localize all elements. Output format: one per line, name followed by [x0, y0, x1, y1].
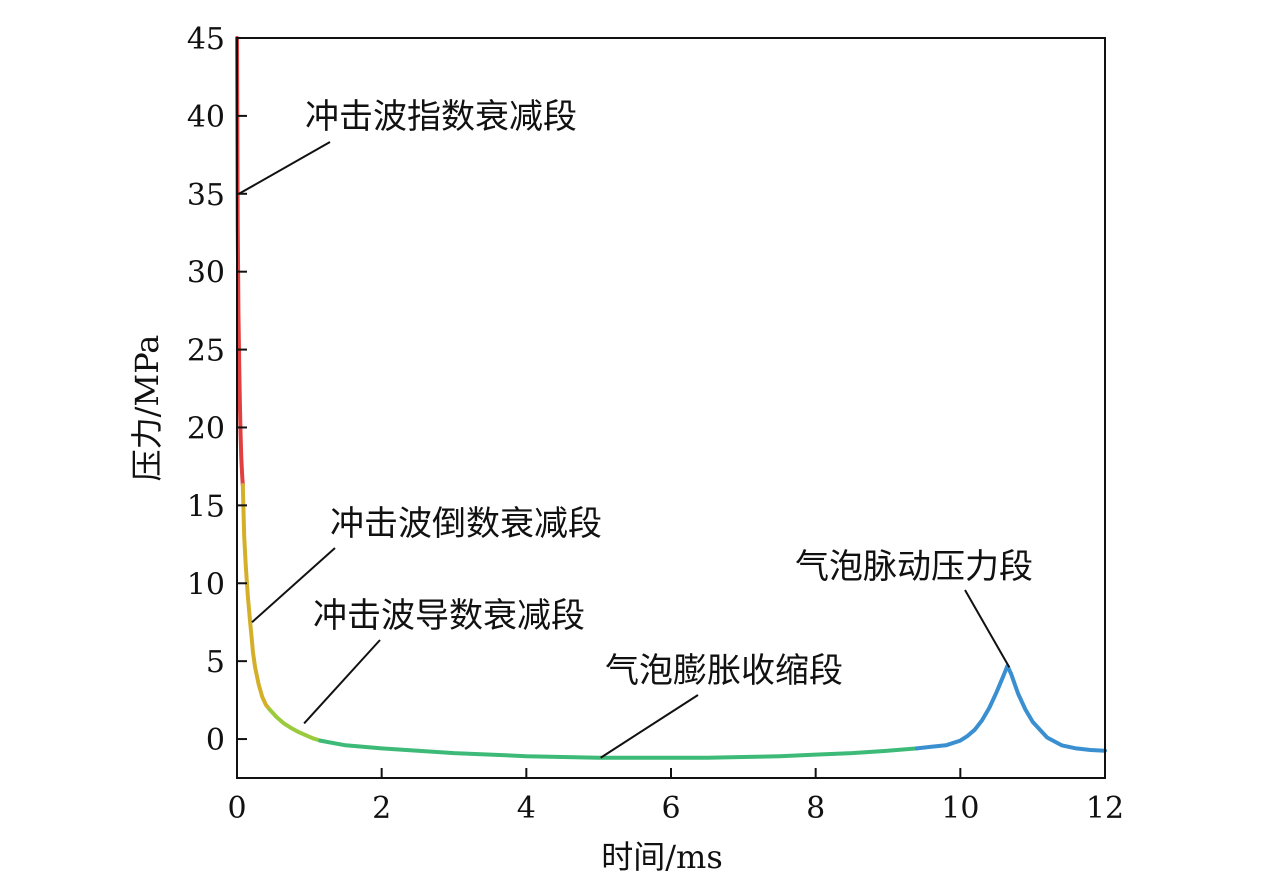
- annotation-label: 气泡脉动压力段: [795, 547, 1033, 587]
- y-tick-label: 10: [187, 567, 225, 602]
- x-tick-label: 12: [1086, 791, 1124, 826]
- x-tick-label: 4: [517, 791, 536, 826]
- annotation-label: 冲击波导数衰减段: [313, 596, 585, 636]
- x-tick-label: 6: [661, 791, 680, 826]
- x-axis-ticks: 0 2 4 6 8 10 12: [227, 768, 1124, 826]
- annotation-leader-line: [303, 639, 381, 725]
- series-line-2: [240, 483, 272, 712]
- y-axis-ticks: 0 5 10 15 20 25 30 35 40 45: [187, 22, 247, 758]
- x-tick-label: 8: [806, 791, 825, 826]
- annotation-label: 冲击波倒数衰减段: [330, 504, 602, 544]
- x-tick-label: 10: [941, 791, 979, 826]
- annotation-leader-line: [600, 694, 699, 759]
- y-tick-label: 5: [206, 645, 225, 680]
- x-axis-label: 时间/ms: [601, 838, 723, 876]
- y-tick-label: 20: [187, 411, 225, 446]
- y-tick-label: 35: [187, 178, 225, 213]
- y-tick-label: 25: [187, 334, 225, 369]
- series-line-3: [267, 707, 323, 743]
- annotation-leader-line: [964, 589, 1011, 668]
- x-tick-label: 0: [227, 791, 246, 826]
- x-tick-label: 2: [372, 791, 391, 826]
- annotation-leader-line: [238, 141, 331, 195]
- series-line-4: [318, 738, 919, 760]
- annotation-label: 气泡膨胀收缩段: [605, 651, 843, 691]
- annotation-label: 冲击波指数衰减段: [305, 97, 577, 137]
- annotation-leader-line: [251, 547, 336, 623]
- series-line-5: [914, 663, 1107, 753]
- y-tick-label: 40: [187, 100, 225, 135]
- y-tick-label: 0: [206, 723, 225, 758]
- y-tick-label: 15: [187, 489, 225, 524]
- y-axis-label: 压力/MPa: [128, 335, 166, 482]
- y-tick-label: 30: [187, 256, 225, 291]
- pressure-curves: [235, 36, 1107, 760]
- y-tick-label: 45: [187, 22, 225, 57]
